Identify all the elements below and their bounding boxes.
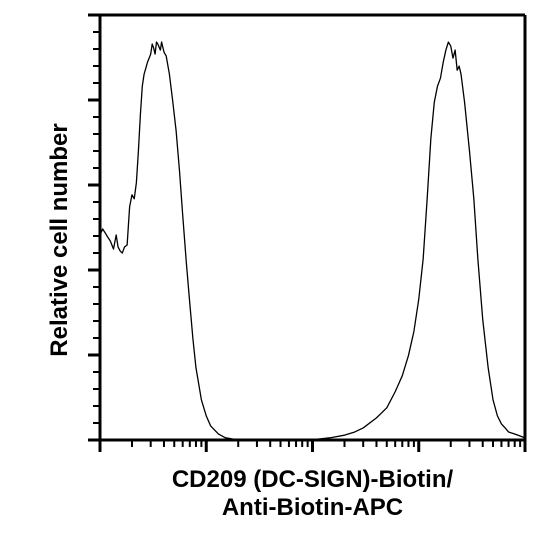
- y-axis-title-text: Relative cell number: [46, 123, 73, 357]
- histogram-curve: [99, 41, 526, 441]
- x-axis-title: CD209 (DC-SIGN)-Biotin/ Anti-Biotin-APC: [100, 466, 525, 522]
- x-axis-title-line1: CD209 (DC-SIGN)-Biotin/: [171, 466, 454, 493]
- x-axis-title-line2: Anti-Biotin-APC: [221, 494, 404, 521]
